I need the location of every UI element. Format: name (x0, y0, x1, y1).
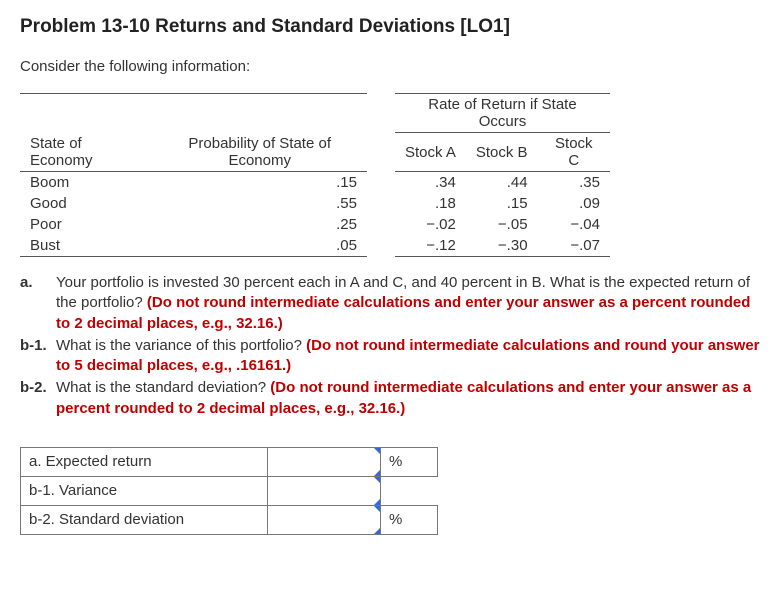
answer-label: a. Expected return (21, 447, 268, 476)
table-row: Poor .25 −.02 −.05 −.04 (20, 214, 610, 235)
question-a: a. Your portfolio is invested 30 percent… (20, 273, 762, 334)
answers-table: a. Expected return % b-1. Variance b-2. … (20, 447, 438, 535)
answer-unit: % (381, 505, 438, 534)
answer-unit: % (381, 447, 438, 476)
intro-text: Consider the following information: (20, 58, 762, 75)
expected-return-input[interactable] (269, 449, 379, 469)
question-hint: (Do not round intermediate calculations … (56, 294, 750, 331)
answer-label: b-2. Standard deviation (21, 505, 268, 534)
question-list: a. Your portfolio is invested 30 percent… (20, 273, 762, 419)
question-text: Your portfolio is invested 30 percent ea… (56, 273, 762, 334)
returns-table: Rate of Return if State Occurs State of … (20, 93, 610, 257)
answer-unit (381, 476, 438, 505)
question-text: What is the variance of this portfolio? … (56, 336, 762, 377)
question-text: What is the standard deviation? (Do not … (56, 378, 762, 419)
table-row: Boom .15 .34 .44 .35 (20, 172, 610, 194)
question-marker: a. (20, 273, 56, 334)
answer-label: b-1. Variance (21, 476, 268, 505)
question-marker: b-1. (20, 336, 56, 377)
table-row: Good .55 .18 .15 .09 (20, 193, 610, 214)
answer-row-b2: b-2. Standard deviation % (21, 505, 438, 534)
col-stock-a: Stock A (395, 133, 466, 172)
rate-header: Rate of Return if State Occurs (395, 94, 610, 133)
answer-row-b1: b-1. Variance (21, 476, 438, 505)
std-deviation-input[interactable] (269, 507, 379, 527)
table-row: Bust .05 −.12 −.30 −.07 (20, 235, 610, 257)
col-state: State of Economy (20, 133, 152, 172)
col-stock-b: Stock B (466, 133, 538, 172)
page-title: Problem 13-10 Returns and Standard Devia… (20, 16, 762, 38)
question-b2: b-2. What is the standard deviation? (Do… (20, 378, 762, 419)
variance-input[interactable] (269, 478, 379, 498)
question-marker: b-2. (20, 378, 56, 419)
col-stock-c: Stock C (538, 133, 610, 172)
col-prob: Probability of State of Economy (152, 133, 366, 172)
answer-row-a: a. Expected return % (21, 447, 438, 476)
question-b1: b-1. What is the variance of this portfo… (20, 336, 762, 377)
